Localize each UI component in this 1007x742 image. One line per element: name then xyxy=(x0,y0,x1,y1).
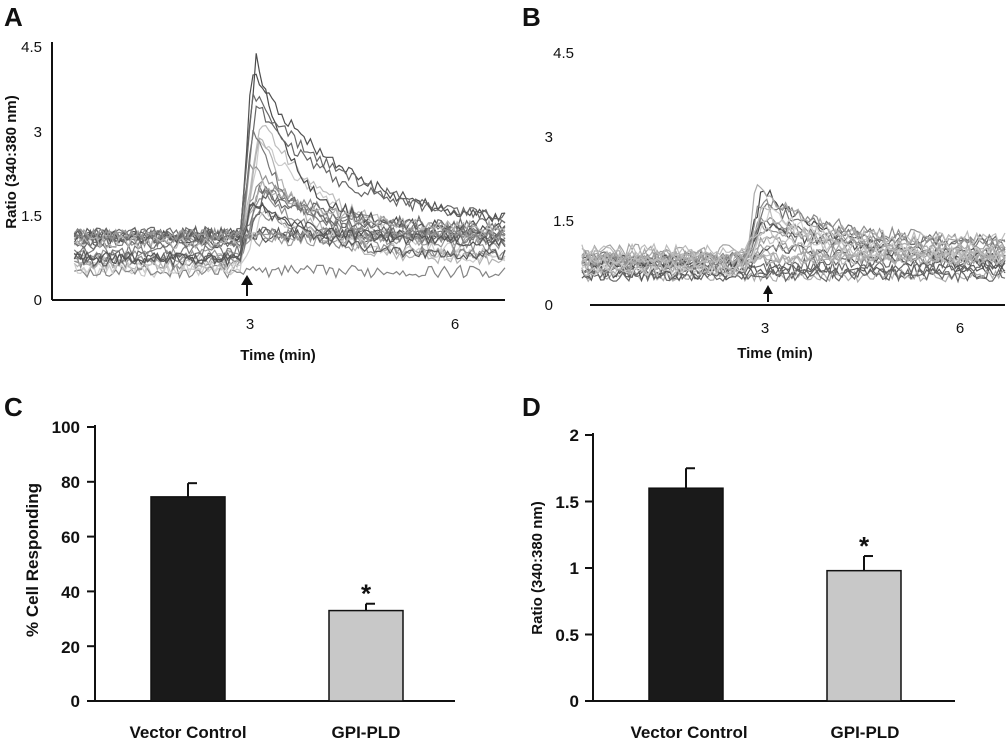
cell-trace xyxy=(74,162,506,263)
panel-b-x-tick-label: 6 xyxy=(956,320,964,337)
panel-b-x-axis-title: Time (min) xyxy=(737,345,813,362)
panel-b-y-tick-label: 4.5 xyxy=(553,45,574,62)
cell-trace xyxy=(581,267,1006,284)
cell-trace xyxy=(581,250,1006,266)
panel-b-traces xyxy=(581,183,1006,284)
panel-d-category-label: GPI-PLD xyxy=(831,723,900,742)
panel-d-y-axis-title: Ratio (340:380 nm) xyxy=(529,501,546,634)
panel-a-y-tick-label: 1.5 xyxy=(21,208,42,225)
panel-d-y-tick-label: 2 xyxy=(570,426,579,445)
panel-b-x-tick-label: 3 xyxy=(761,320,769,337)
panel-d-letter: D xyxy=(522,392,541,422)
panel-c-y-ticks xyxy=(87,426,95,702)
panel-d-error-bar-gpi-pld xyxy=(863,555,873,571)
cell-trace xyxy=(73,227,506,244)
panel-d-y-tick-label: 1.5 xyxy=(555,493,579,512)
cell-trace xyxy=(73,53,506,245)
panel-d-category-label: Vector Control xyxy=(630,723,747,742)
panel-d-y-ticks xyxy=(585,434,593,702)
panel-a-stimulus-arrow xyxy=(241,275,253,296)
panel-b-stimulus-arrow xyxy=(763,285,773,302)
panel-c-y-tick-label: 20 xyxy=(61,638,80,657)
cell-trace xyxy=(581,183,1006,277)
panel-c-error-bar-gpi-pld xyxy=(365,602,375,611)
cell-trace xyxy=(581,226,1006,258)
panel-c-y-axis-title: % Cell Responding xyxy=(23,483,42,637)
cell-trace xyxy=(73,105,506,241)
cell-trace xyxy=(74,129,506,249)
cell-trace xyxy=(74,210,506,272)
panel-d-y-tick-label: 0 xyxy=(570,692,579,711)
cell-trace xyxy=(74,178,506,251)
panel-a-y-tick-label: 4.5 xyxy=(21,39,42,56)
panel-d-bar-gpi-pld xyxy=(826,569,902,702)
panel-c-y-tick-label: 60 xyxy=(61,528,80,547)
panel-c-y-tick-label: 0 xyxy=(71,692,80,711)
panel-d-y-tick-label: 1 xyxy=(570,559,579,578)
panel-c-significance-star: * xyxy=(361,579,372,609)
panel-c-y-tick-label: 100 xyxy=(52,418,80,437)
panel-a-letter: A xyxy=(4,2,23,32)
panel-d-bar-vector-control xyxy=(648,487,724,702)
panel-a-x-axis-title: Time (min) xyxy=(240,347,316,364)
panel-b-y-tick-label: 3 xyxy=(545,129,553,146)
panel-c-bar-vector-control xyxy=(150,496,226,702)
panel-a-traces xyxy=(73,53,506,280)
panel-d-significance-star: * xyxy=(859,531,870,561)
panel-a-x-tick-label: 3 xyxy=(246,316,254,333)
panel-c-letter: C xyxy=(4,392,23,422)
panel-c: C 100 80 60 40 20 0 % Cell Responding * … xyxy=(4,392,455,742)
panel-c-category-label: Vector Control xyxy=(129,723,246,742)
panel-d-y-tick-label: 0.5 xyxy=(555,626,579,645)
cell-trace xyxy=(581,251,1006,267)
panel-a-x-tick-label: 6 xyxy=(451,316,459,333)
panel-c-category-label: GPI-PLD xyxy=(332,723,401,742)
panel-b-letter: B xyxy=(522,2,541,32)
panel-a-y-axis-title: Ratio (340:380 nm) xyxy=(3,95,20,228)
cell-trace xyxy=(581,268,1006,284)
cell-trace xyxy=(73,137,506,272)
panel-d: D 2 1.5 1 0.5 0 Ratio (340:380 nm) * Vec… xyxy=(522,392,955,742)
panel-c-bar-gpi-pld xyxy=(328,609,404,702)
panel-a-y-tick-label: 3 xyxy=(34,124,42,141)
cell-trace xyxy=(74,139,506,280)
cell-trace xyxy=(73,226,506,242)
panel-a: A 4.5 3 1.5 0 3 6 Time (min) Ratio (340:… xyxy=(3,2,506,364)
panel-d-error-bar-vector-control xyxy=(685,467,695,489)
cell-trace xyxy=(73,188,506,259)
panel-c-error-bar-vector-control xyxy=(187,482,197,497)
panel-b-y-tick-label: 0 xyxy=(545,297,553,314)
cell-trace xyxy=(73,201,506,266)
panel-c-y-tick-label: 40 xyxy=(61,583,80,602)
panel-a-y-tick-label: 0 xyxy=(34,292,42,309)
cell-trace xyxy=(581,206,1006,270)
panel-b: B 4.5 3 1.5 0 3 6 Time (min) xyxy=(522,2,1006,362)
panel-c-y-tick-label: 80 xyxy=(61,473,80,492)
panel-b-y-tick-label: 1.5 xyxy=(553,213,574,230)
cell-trace xyxy=(73,73,506,249)
